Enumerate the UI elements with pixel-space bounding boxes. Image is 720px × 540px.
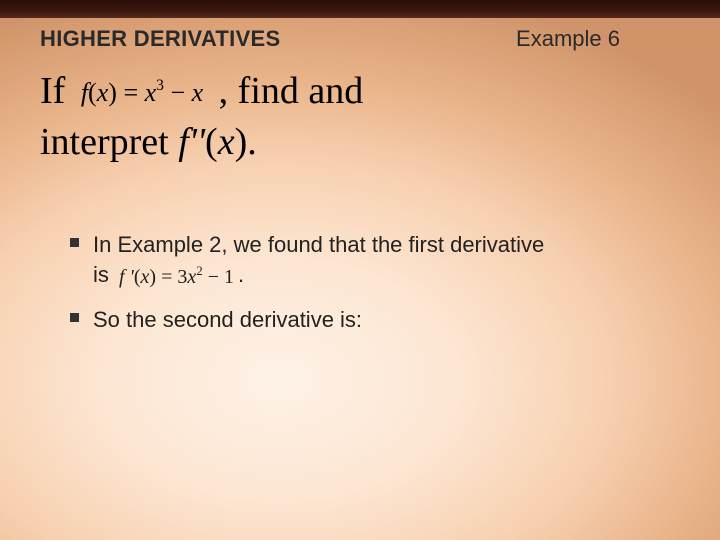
sym-x-term2: x bbox=[192, 78, 204, 107]
bullet-marker-icon bbox=[70, 238, 79, 247]
example-label: Example 6 bbox=[516, 26, 620, 52]
period: . bbox=[247, 121, 257, 163]
top-strip bbox=[0, 0, 720, 18]
sym-fprime: f ' bbox=[119, 266, 134, 288]
paren-open: ( bbox=[88, 78, 97, 107]
list-item: In Example 2, we found that the first de… bbox=[70, 230, 670, 291]
formula-fprime-eq-3x2-minus-1: f '(x) = 3x2 − 1 bbox=[115, 264, 238, 291]
sym-x: x bbox=[97, 78, 109, 107]
bullet-1-line1: In Example 2, we found that the first de… bbox=[93, 232, 544, 257]
section-title: HIGHER DERIVATIVES bbox=[40, 26, 281, 52]
sym-f-double-prime: f'' bbox=[178, 121, 205, 163]
eq-sign: = bbox=[117, 78, 145, 107]
bullet-marker-icon bbox=[70, 313, 79, 322]
paren-close: ) bbox=[108, 78, 117, 107]
main-problem-text: If f(x) = x3 − x , find and interpret f'… bbox=[40, 66, 660, 169]
fp-x: x bbox=[187, 266, 196, 288]
bullet-2-text: So the second derivative is: bbox=[93, 305, 670, 335]
title-row: HIGHER DERIVATIVES Example 6 bbox=[40, 26, 680, 52]
sym-x-2: x bbox=[218, 121, 235, 163]
fp-minus1: − 1 bbox=[203, 266, 234, 288]
slide: HIGHER DERIVATIVES Example 6 If f(x) = x… bbox=[0, 0, 720, 540]
find-and-text: , find and bbox=[219, 70, 364, 112]
bullet1-period: . bbox=[238, 262, 244, 287]
sym-x3-base: x bbox=[145, 78, 157, 107]
fp-eq-3: = 3 bbox=[156, 266, 187, 288]
formula-fx-eq-x3-minus-x: f(x) = x3 − x bbox=[75, 75, 209, 110]
sym-x3-exp: 3 bbox=[156, 77, 164, 94]
minus-sign: − bbox=[164, 78, 192, 107]
paren-close-2: ) bbox=[235, 121, 248, 163]
bullet-1-is: is bbox=[93, 262, 115, 287]
bullet-1-text: In Example 2, we found that the first de… bbox=[93, 230, 670, 291]
list-item: So the second derivative is: bbox=[70, 305, 670, 335]
sym-f: f bbox=[81, 78, 88, 107]
interpret-text: interpret bbox=[40, 121, 178, 163]
bullet-list: In Example 2, we found that the first de… bbox=[70, 230, 670, 348]
word-if: If bbox=[40, 70, 65, 112]
fp-open: ( bbox=[134, 266, 141, 288]
paren-open-2: ( bbox=[205, 121, 218, 163]
